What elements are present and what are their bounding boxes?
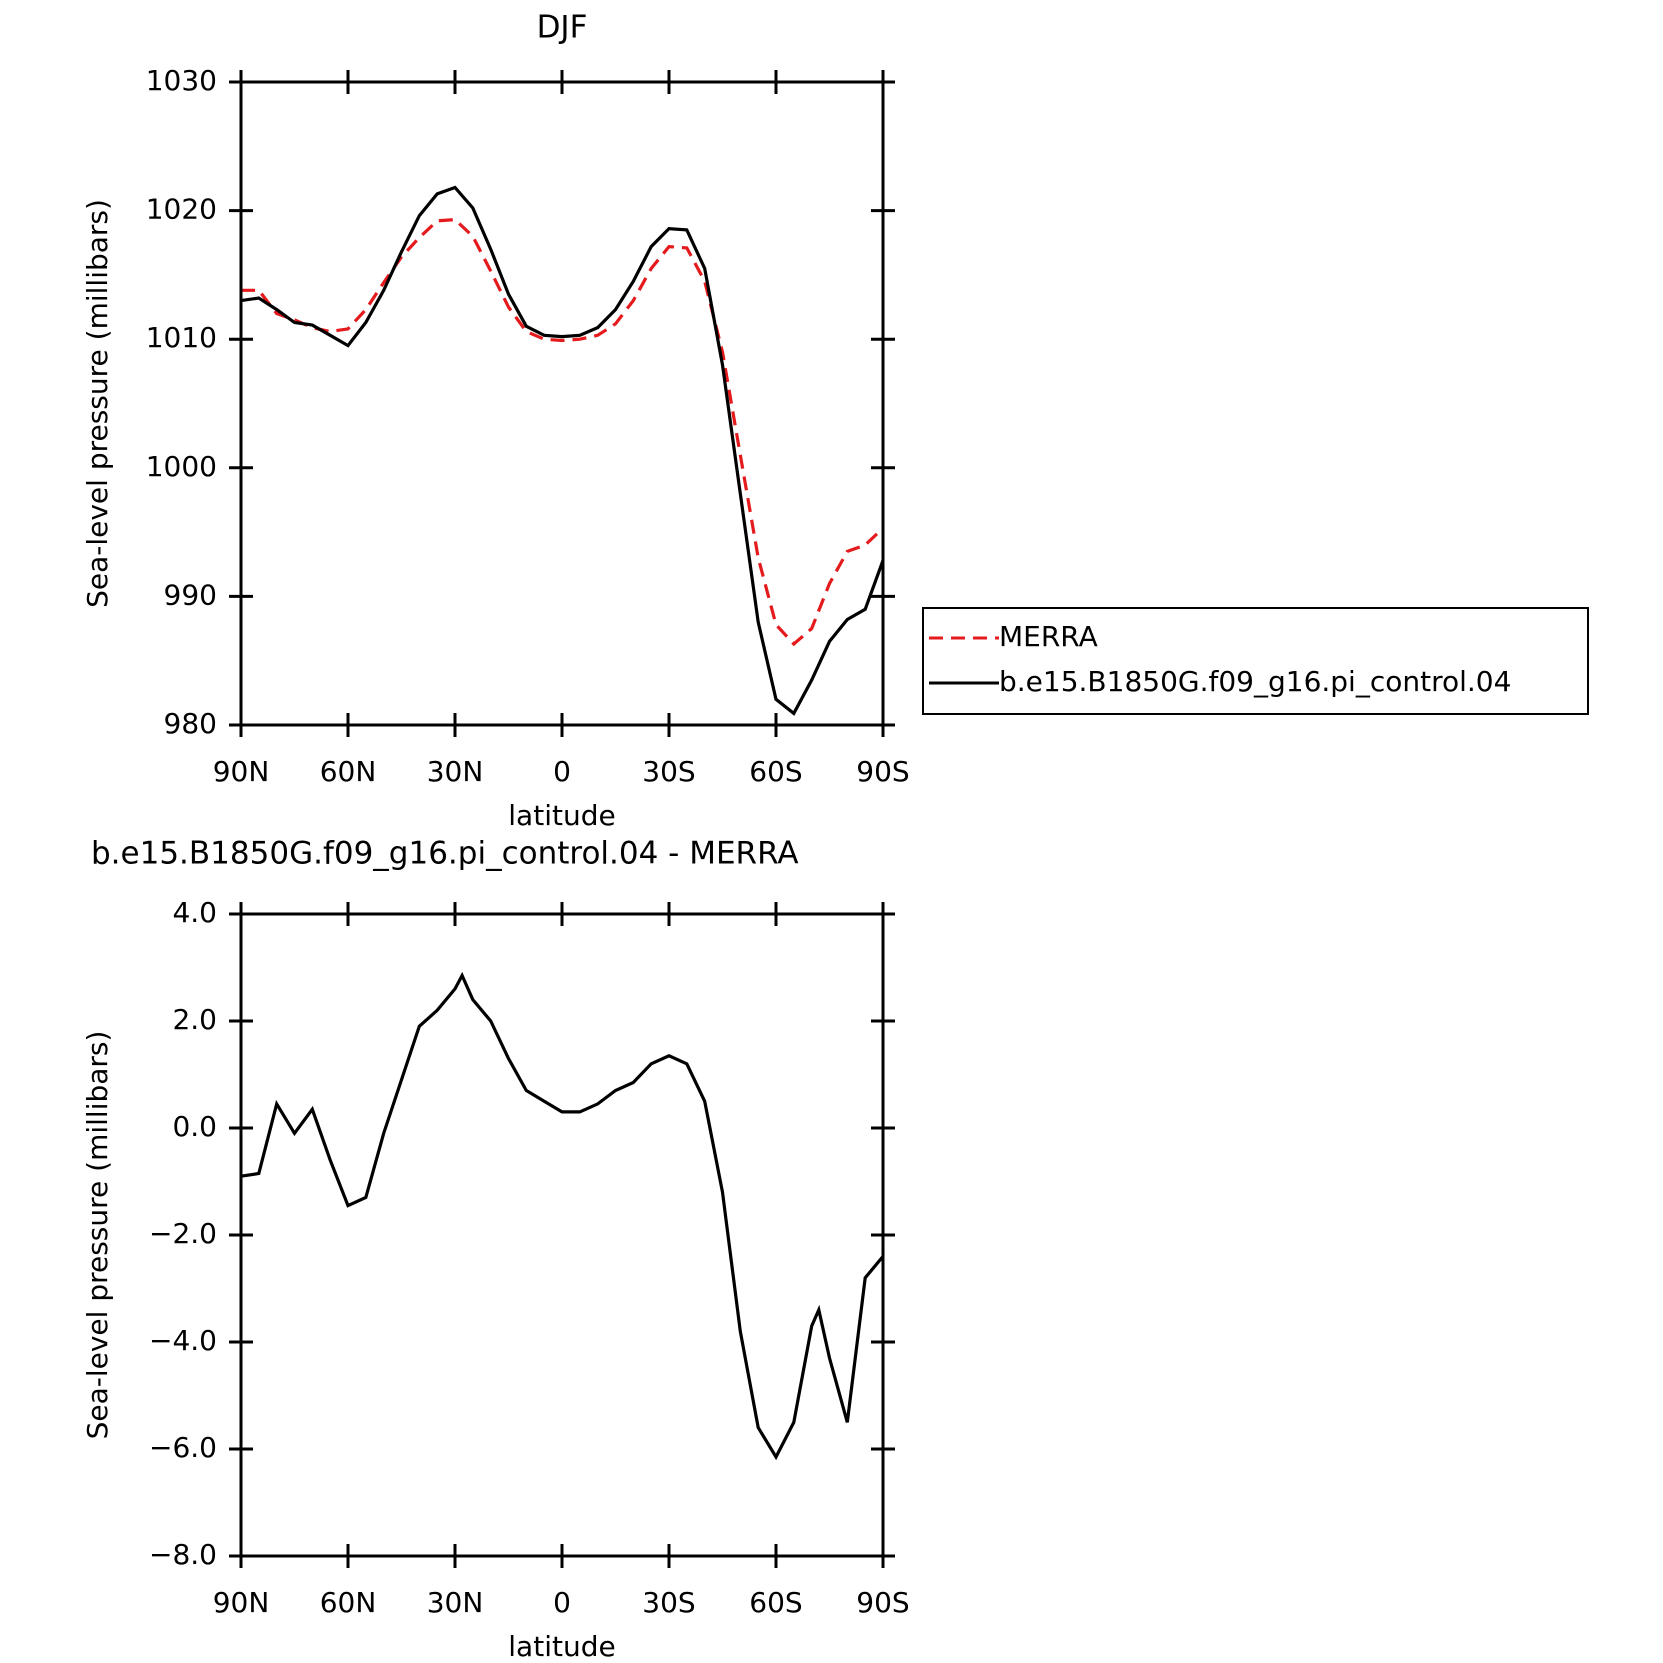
x-tick-label: 60S [749,755,802,788]
x-tick-label: 30S [642,755,695,788]
x-tick-label: 0 [553,1586,571,1619]
y-tick-label: 990 [164,578,217,611]
data-line [240,971,885,1461]
y-tick-label: 1010 [146,321,217,354]
plot-frame [239,80,885,727]
x-tick-label: 0 [553,755,571,788]
y-tick-label: −6.0 [149,1431,217,1464]
y-axis-label: Sea-level pressure (millibars) [81,199,114,608]
y-tick-label: 4.0 [172,896,217,929]
x-tick-label: 90N [213,755,270,788]
x-tick-label: 90N [213,1586,270,1619]
x-axis-label: latitude [508,799,615,832]
x-tick-label: 60N [320,755,377,788]
y-tick-label: 2.0 [172,1003,217,1036]
x-tick-label: 30N [427,1586,484,1619]
x-tick-label: 30S [642,1586,695,1619]
y-tick-label: 980 [164,707,217,740]
legend-label: MERRA [999,620,1098,653]
y-tick-label: 1020 [146,193,217,226]
chart-title: DJF [537,10,588,46]
y-tick-label: −2.0 [149,1217,217,1250]
data-line [241,217,885,647]
y-tick-label: 0.0 [172,1110,217,1143]
data-line [240,185,885,716]
x-tick-label: 30N [427,755,484,788]
x-axis-label: latitude [508,1630,615,1663]
legend-label: b.e15.B1850G.f09_g16.pi_control.04 [999,665,1511,698]
chart-title: b.e15.B1850G.f09_g16.pi_control.04 - MER… [91,836,799,872]
plot-frame [239,912,885,1558]
legend-box [922,607,1589,715]
x-tick-label: 90S [856,1586,909,1619]
x-tick-label: 90S [856,755,909,788]
y-tick-label: −8.0 [149,1538,217,1571]
x-tick-label: 60N [320,1586,377,1619]
y-tick-label: 1030 [146,64,217,97]
y-axis-label: Sea-level pressure (millibars) [81,1031,114,1440]
x-tick-label: 60S [749,1586,802,1619]
y-tick-label: −4.0 [149,1324,217,1357]
y-tick-label: 1000 [146,450,217,483]
